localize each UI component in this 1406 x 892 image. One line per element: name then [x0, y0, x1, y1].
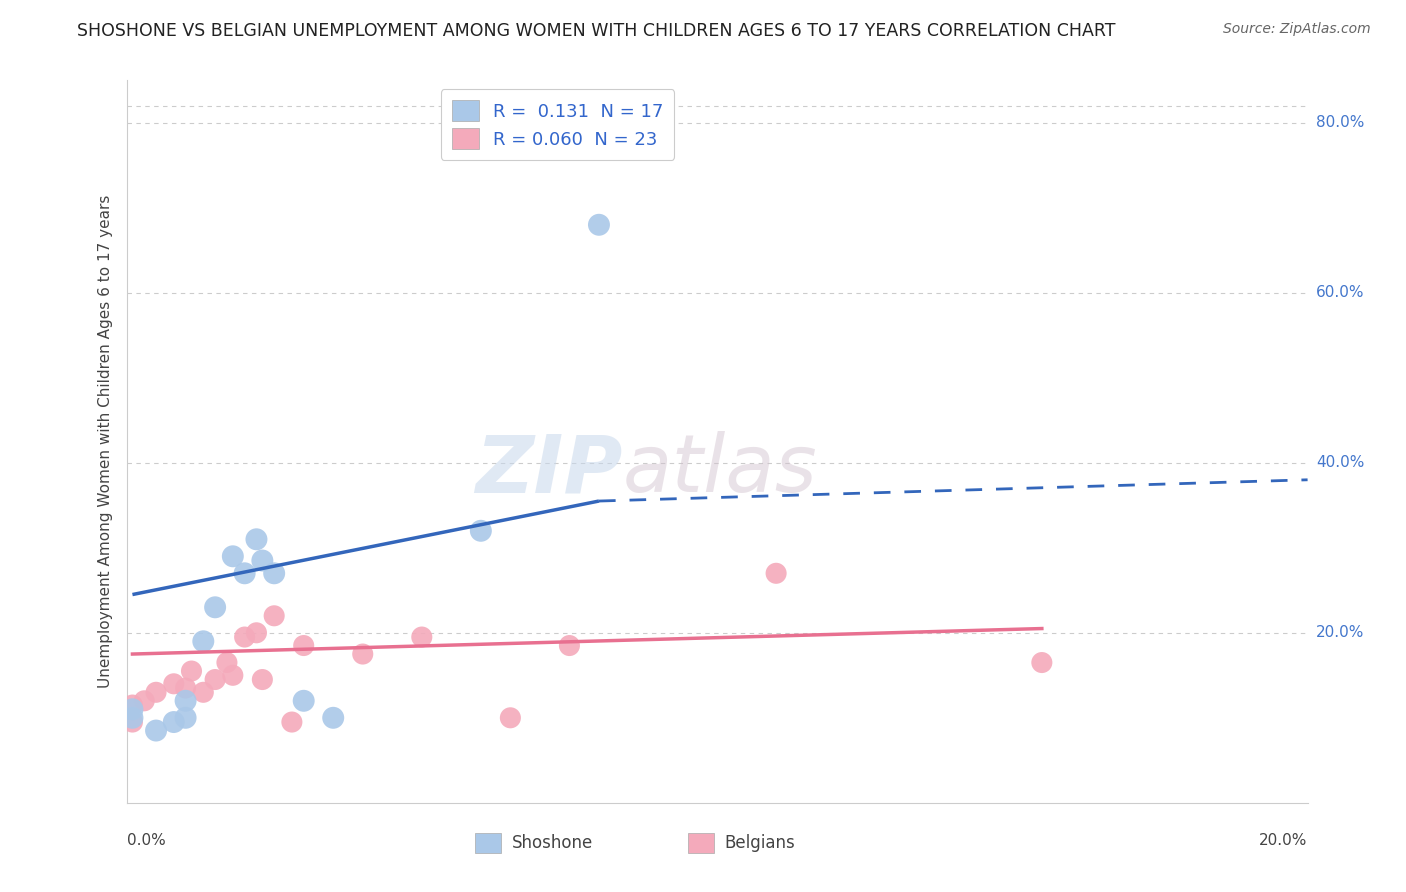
Point — [134, 694, 156, 708]
Point — [263, 566, 285, 581]
Text: 60.0%: 60.0% — [1316, 285, 1364, 301]
FancyBboxPatch shape — [688, 833, 713, 854]
FancyBboxPatch shape — [475, 833, 501, 854]
Text: 20.0%: 20.0% — [1260, 833, 1308, 848]
Point — [121, 714, 143, 729]
Point — [163, 677, 186, 691]
Point — [292, 639, 315, 653]
Text: 0.0%: 0.0% — [127, 833, 166, 848]
Point — [765, 566, 787, 581]
Point — [588, 218, 610, 232]
Text: ZIP: ZIP — [475, 432, 623, 509]
Text: Source: ZipAtlas.com: Source: ZipAtlas.com — [1223, 22, 1371, 37]
Text: SHOSHONE VS BELGIAN UNEMPLOYMENT AMONG WOMEN WITH CHILDREN AGES 6 TO 17 YEARS CO: SHOSHONE VS BELGIAN UNEMPLOYMENT AMONG W… — [77, 22, 1116, 40]
Point — [292, 694, 315, 708]
Text: 80.0%: 80.0% — [1316, 115, 1364, 130]
Point — [121, 702, 143, 716]
Text: atlas: atlas — [623, 432, 817, 509]
Point — [352, 647, 374, 661]
Point — [222, 549, 245, 564]
Point — [322, 711, 344, 725]
Point — [145, 685, 167, 699]
Text: 40.0%: 40.0% — [1316, 455, 1364, 470]
Legend: R =  0.131  N = 17, R = 0.060  N = 23: R = 0.131 N = 17, R = 0.060 N = 23 — [441, 89, 675, 160]
Point — [204, 600, 226, 615]
Text: 20.0%: 20.0% — [1316, 625, 1364, 640]
Point — [193, 685, 215, 699]
Point — [233, 566, 256, 581]
Point — [174, 681, 197, 695]
Text: Shoshone: Shoshone — [512, 834, 593, 852]
Point — [145, 723, 167, 738]
Point — [470, 524, 492, 538]
Point — [204, 673, 226, 687]
Point — [263, 608, 285, 623]
Point — [174, 694, 197, 708]
Point — [558, 639, 581, 653]
Point — [245, 625, 267, 640]
Point — [121, 698, 143, 712]
Point — [411, 630, 433, 644]
Point — [222, 668, 245, 682]
Point — [180, 664, 202, 678]
Point — [252, 553, 274, 567]
Point — [252, 673, 274, 687]
Point — [281, 714, 304, 729]
Point — [245, 533, 267, 547]
Point — [174, 711, 197, 725]
Point — [121, 711, 143, 725]
Point — [193, 634, 215, 648]
Y-axis label: Unemployment Among Women with Children Ages 6 to 17 years: Unemployment Among Women with Children A… — [97, 194, 112, 689]
Text: Belgians: Belgians — [724, 834, 794, 852]
Point — [1031, 656, 1053, 670]
Point — [215, 656, 238, 670]
Point — [499, 711, 522, 725]
Point — [233, 630, 256, 644]
Point — [163, 714, 186, 729]
